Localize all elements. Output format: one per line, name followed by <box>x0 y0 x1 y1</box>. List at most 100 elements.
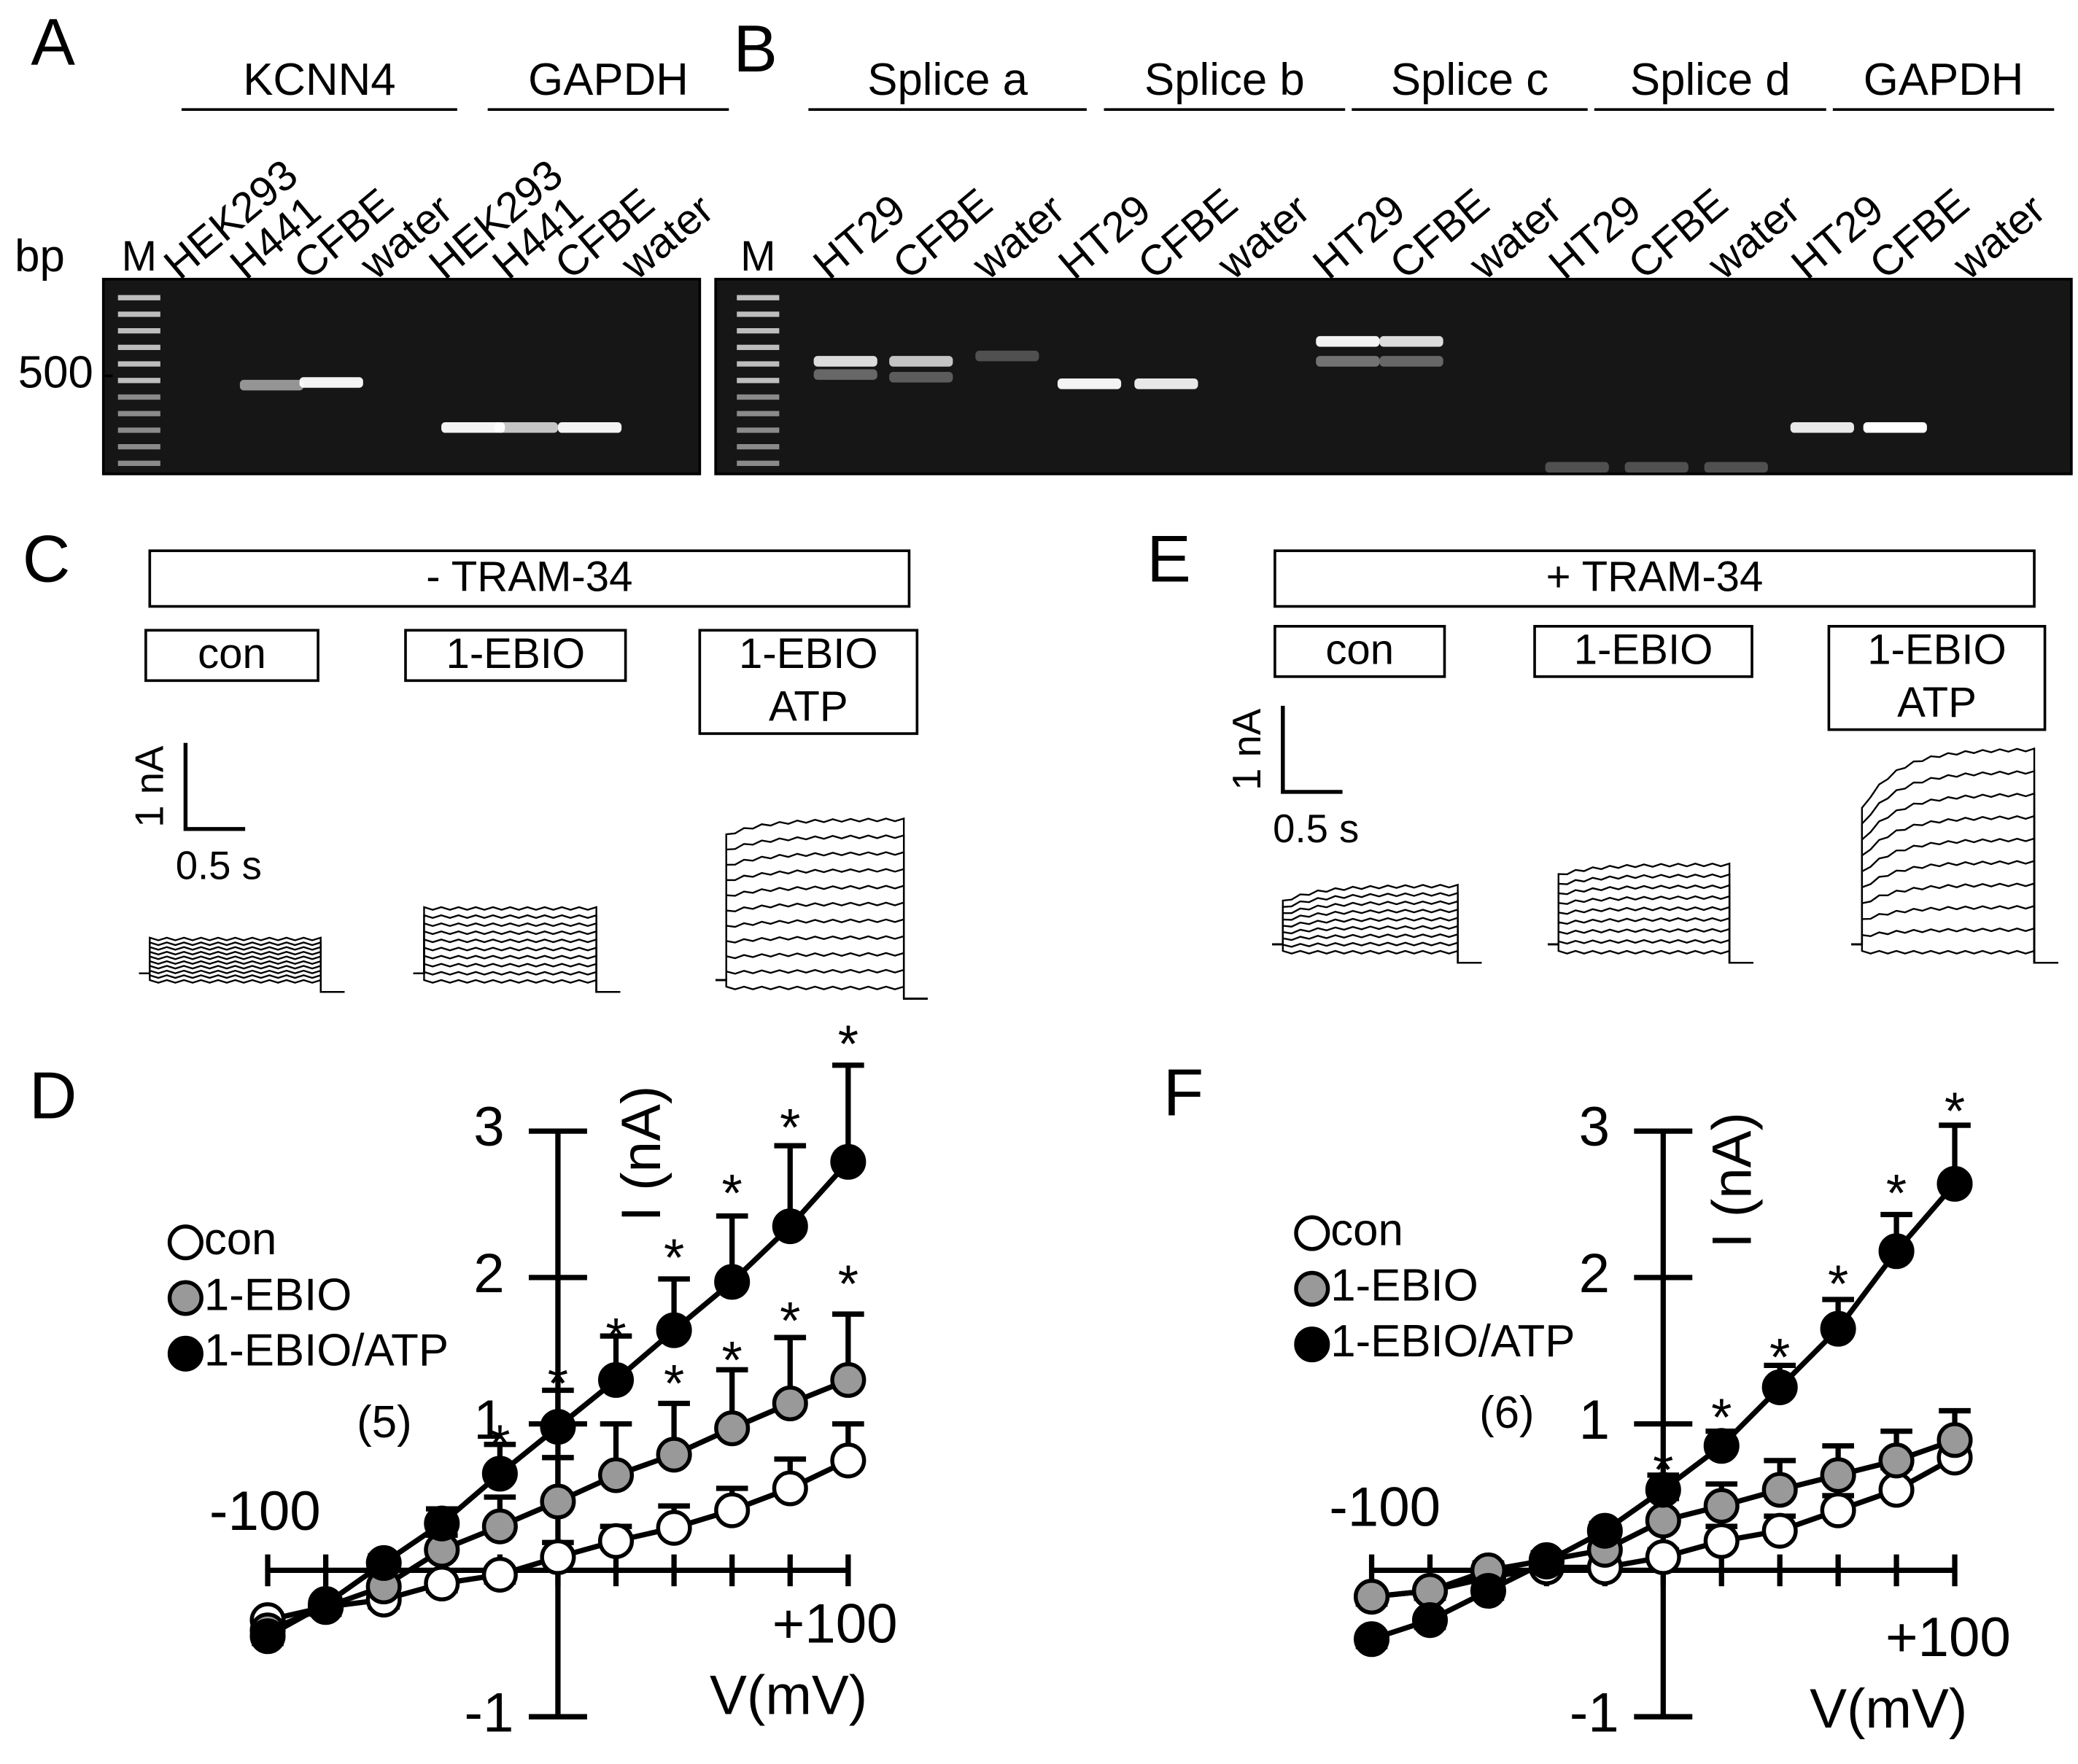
significance-star: * <box>1945 1082 1965 1141</box>
scale-bar <box>183 742 246 831</box>
ladder-band <box>737 311 780 317</box>
group-label: KCNN4 <box>243 55 395 105</box>
data-point <box>656 1509 692 1546</box>
gel-band <box>441 422 505 433</box>
significance-star: * <box>838 1014 858 1073</box>
treatment-label: ATP <box>769 683 848 731</box>
data-point <box>1761 1369 1798 1405</box>
data-point <box>772 1470 808 1507</box>
current-trace <box>139 964 345 993</box>
panel-label: D <box>29 1059 77 1132</box>
gel-band <box>1704 462 1768 473</box>
y-tick-label: 1 <box>473 1389 504 1451</box>
data-point <box>1878 1472 1915 1508</box>
treatment-label: con <box>198 630 266 677</box>
data-point <box>540 1539 576 1575</box>
current-trace <box>1548 939 1753 964</box>
data-point <box>481 1508 518 1545</box>
current-trace <box>1272 933 1482 964</box>
current-trace <box>1272 891 1482 964</box>
ladder-band <box>737 460 780 466</box>
treatment-label: 1-EBIO <box>446 630 586 677</box>
gel-band <box>1624 462 1689 473</box>
data-point <box>1528 1543 1565 1580</box>
current-trace <box>1851 882 2058 964</box>
group-label: Splice b <box>1144 55 1305 105</box>
gel-image <box>714 277 2073 475</box>
data-point <box>714 1264 751 1300</box>
treatment-label: con <box>1325 626 1394 674</box>
gel-band <box>1316 335 1380 347</box>
significance-star: * <box>489 1414 510 1473</box>
data-point <box>830 1361 867 1398</box>
current-trace <box>716 952 928 1000</box>
data-point <box>1761 1472 1798 1508</box>
data-point <box>1354 1621 1390 1658</box>
x-tick-label: -100 <box>1329 1477 1441 1539</box>
gel-band <box>1316 356 1380 367</box>
treatment-box <box>698 629 919 735</box>
data-point <box>540 1409 576 1445</box>
treatment-label: 1-EBIO <box>1867 626 2007 674</box>
current-trace <box>413 938 621 993</box>
data-point <box>772 1208 808 1245</box>
ladder-band <box>117 460 160 466</box>
current-trace <box>716 884 928 1000</box>
ladder-band <box>737 411 780 416</box>
ladder-band <box>737 427 780 433</box>
legend-marker <box>1294 1215 1330 1251</box>
current-trace <box>139 969 345 993</box>
panel-label: F <box>1163 1057 1203 1130</box>
data-point <box>1470 1572 1506 1609</box>
size-unit: bp <box>15 231 65 281</box>
current-trace <box>413 906 621 993</box>
current-trace <box>716 968 928 1000</box>
data-point <box>1703 1428 1740 1464</box>
treatment-box <box>404 629 627 683</box>
legend-label: con <box>1330 1205 1403 1255</box>
data-point <box>656 1437 692 1473</box>
treatment-box <box>144 629 319 683</box>
current-trace <box>413 955 621 993</box>
current-trace <box>413 914 621 993</box>
data-point <box>597 1457 635 1493</box>
significance-star: * <box>1886 1164 1907 1223</box>
data-point <box>772 1386 808 1422</box>
significance-star: * <box>722 1331 743 1390</box>
data-point <box>656 1312 692 1348</box>
panel-label: E <box>1147 522 1191 596</box>
gel-band <box>1379 356 1443 367</box>
significance-star: * <box>664 1354 684 1413</box>
current-trace <box>1851 815 2058 964</box>
treatment-box <box>1827 625 2047 731</box>
data-point <box>1820 1310 1856 1347</box>
current-trace <box>139 950 345 993</box>
gel-band <box>813 369 877 380</box>
ladder-band <box>117 344 160 350</box>
ladder-band <box>117 361 160 367</box>
legend-label: 1-EBIO/ATP <box>204 1326 449 1376</box>
data-point <box>830 1143 867 1180</box>
significance-star: * <box>548 1354 568 1413</box>
legend-marker <box>167 1224 203 1261</box>
significance-star: * <box>1711 1388 1732 1447</box>
y-tick-label: 2 <box>1579 1243 1610 1305</box>
scale-current-label: 1 nA <box>127 745 171 828</box>
condition-label: + TRAM-34 <box>1546 553 1764 601</box>
gel-band <box>494 422 558 433</box>
data-point <box>249 1618 286 1655</box>
current-trace <box>1272 943 1482 964</box>
data-point <box>597 1523 635 1559</box>
ladder-band <box>117 411 160 416</box>
current-trace <box>1272 883 1482 964</box>
gel-band <box>975 350 1039 362</box>
ladder-band <box>117 295 160 300</box>
legend-label: 1-EBIO <box>1330 1261 1478 1311</box>
current-trace <box>139 972 345 993</box>
gel-band <box>1790 422 1854 433</box>
data-point <box>365 1545 402 1581</box>
current-trace <box>1851 837 2058 964</box>
condition-box <box>148 549 911 608</box>
current-trace <box>716 979 928 1000</box>
